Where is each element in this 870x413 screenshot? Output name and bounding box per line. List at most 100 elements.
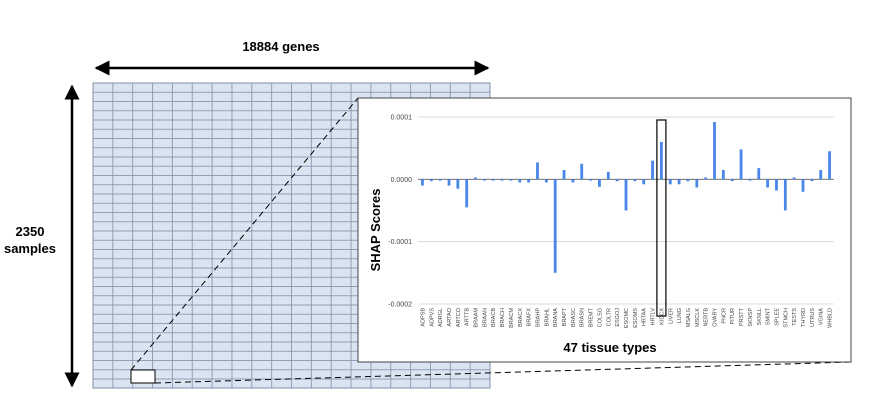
x-tick-label: BRAPT — [562, 307, 568, 326]
x-tick-label: THYRD — [801, 308, 807, 327]
bar — [739, 149, 743, 180]
x-tick-label: WHBLD — [828, 308, 834, 328]
x-tick-label: UTRUS — [810, 308, 816, 327]
y-tick-label: 0.0001 — [391, 115, 413, 122]
x-tick-label: ARTCO — [456, 307, 462, 327]
bar — [527, 179, 531, 183]
height-label: 2350 — [16, 224, 45, 239]
bar — [429, 179, 433, 182]
x-tick-label: MSALG — [686, 308, 692, 327]
x-tick-label: BRACB — [491, 308, 497, 327]
x-tick-label: OVARY — [713, 308, 719, 327]
x-tick-label: BRACX — [518, 308, 524, 327]
bar — [438, 179, 442, 181]
bar — [544, 179, 548, 183]
chart-panel — [357, 97, 852, 363]
bar — [695, 179, 699, 188]
x-tick-label: PNCR — [721, 308, 727, 324]
bar — [447, 179, 451, 186]
bar — [713, 121, 716, 180]
bar — [624, 179, 628, 211]
y-tick-label: -0.0001 — [388, 239, 412, 246]
bar — [783, 179, 787, 211]
plot: 0.0001 0.0000 -0.0001 -0.0002 ADPSB ADPVS ADRG… — [388, 115, 834, 328]
x-tick-label: NERTB — [704, 308, 710, 327]
x-tick-label: PRSTT — [739, 307, 745, 326]
y-axis-label: SHAP Scores — [368, 189, 383, 272]
bar — [775, 179, 778, 191]
y-tick-label: -0.0002 — [388, 302, 412, 309]
x-tick-label: HRTLV — [651, 308, 657, 326]
x-tick-label: ADPVS — [429, 308, 435, 327]
x-tick-label: ESOMC — [624, 308, 630, 328]
x-tick-label: ARTTB — [465, 308, 471, 326]
bar — [509, 179, 513, 181]
bar — [704, 177, 708, 180]
bar — [474, 177, 477, 180]
bar — [421, 179, 424, 186]
x-axis-label: 47 tissue types — [563, 340, 656, 355]
bar — [633, 179, 637, 182]
bar — [766, 179, 770, 188]
x-tick-label: BRAFX — [527, 308, 533, 327]
bar — [562, 169, 566, 180]
x-tick-label: LUNG — [677, 308, 683, 323]
x-tick-label: MSCLK — [695, 308, 701, 327]
bar — [757, 168, 761, 180]
bar — [642, 179, 646, 185]
x-tick-label: BRACH — [500, 308, 506, 327]
bar — [730, 179, 734, 182]
bar — [810, 179, 814, 182]
bar — [598, 179, 601, 187]
bar — [651, 160, 654, 180]
bar — [792, 177, 796, 180]
x-tick-label: COLTR — [606, 308, 612, 326]
x-tick-label: COLSG — [597, 308, 603, 327]
bar — [828, 151, 831, 180]
bar — [686, 179, 690, 182]
x-tick-label: BRAHL — [544, 308, 550, 326]
selected-cell — [130, 369, 156, 384]
x-tick-label: LIVER — [668, 308, 674, 324]
x-tick-label: TESTS — [792, 308, 798, 326]
bar — [589, 179, 592, 181]
x-tick-label: BRASN — [580, 308, 586, 327]
zoom-line — [130, 97, 359, 371]
x-tick-label: BRAAM — [474, 308, 480, 328]
x-tick-label: BRASC — [571, 308, 577, 327]
bar — [748, 179, 752, 181]
bar — [500, 179, 504, 181]
x-tick-label: ESGOJ — [615, 308, 621, 327]
x-tick-label: BREMT — [589, 307, 595, 327]
x-tick-label: SKNLL — [757, 308, 763, 325]
x-tick-label: ADRGL — [438, 308, 444, 327]
bar — [606, 171, 610, 180]
bar — [518, 179, 522, 183]
height-label: samples — [4, 241, 56, 256]
bar — [721, 169, 725, 180]
x-tick-label: BRANA — [553, 308, 559, 327]
bar — [553, 179, 557, 273]
x-tick-label: SPLEE — [774, 308, 780, 326]
bar — [536, 162, 539, 180]
x-tick-label: BRAAN — [482, 308, 488, 327]
x-tick-label: ADPSB — [420, 308, 426, 327]
bar — [456, 179, 460, 189]
x-tick-label: PITUR — [730, 308, 736, 325]
y-tick-label: 0.0000 — [391, 177, 413, 184]
bar — [801, 179, 805, 192]
bar — [491, 179, 495, 181]
zoom-line — [154, 361, 852, 384]
width-label: 18884 genes — [242, 39, 319, 54]
x-tick-label: SKNSP — [748, 308, 754, 327]
bar — [668, 179, 672, 185]
x-tick-label: HRTAA — [642, 308, 648, 326]
bar — [677, 179, 681, 185]
bar — [660, 141, 663, 180]
bar — [571, 179, 575, 183]
bar — [580, 163, 584, 180]
bar — [465, 179, 469, 208]
x-tick-label: STMCH — [783, 308, 789, 328]
x-tick-label: VGINA — [819, 308, 825, 325]
